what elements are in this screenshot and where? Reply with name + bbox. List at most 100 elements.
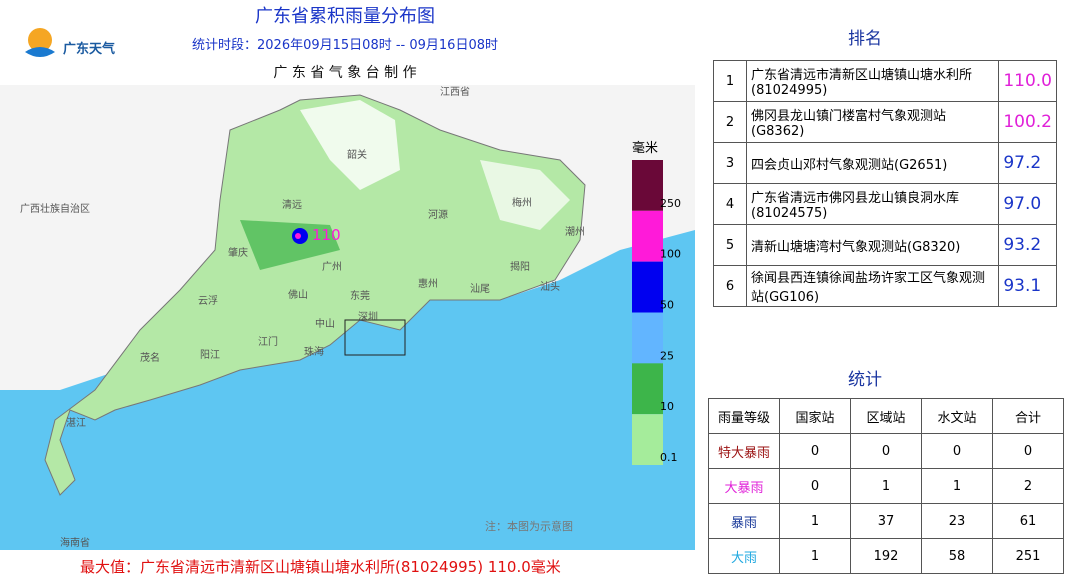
- count: 58: [921, 538, 993, 574]
- value: 97.2: [998, 142, 1057, 184]
- station: 佛冈县龙山镇门楼富村气象观测站(G8362): [745, 101, 1000, 143]
- legend-label: 250: [660, 197, 681, 210]
- station: 广东省清远市清新区山塘镇山塘水利所(81024995): [745, 60, 1000, 102]
- ocean: [0, 230, 695, 550]
- count: 2: [992, 468, 1064, 504]
- header-cell: 区域站: [850, 398, 922, 434]
- map-label: 广西壮族自治区: [20, 202, 90, 215]
- map-label: 梅州: [512, 196, 532, 209]
- ranking-row: 2 佛冈县龙山镇门楼富村气象观测站(G8362) 100.2: [713, 101, 1057, 143]
- map-label: 江西省: [440, 85, 470, 98]
- ranking-row: 3 四会贞山邓村气象观测站(G2651) 97.2: [713, 142, 1057, 184]
- legend-band: [632, 210, 663, 262]
- legend-label: 0.1: [660, 451, 678, 464]
- dry-area: [480, 160, 570, 230]
- stats-header: 雨量等级 国家站 区域站 水文站 合计: [708, 398, 1064, 434]
- level: 特大暴雨: [708, 433, 780, 469]
- count: 1: [779, 538, 851, 574]
- map-label: 汕尾: [470, 283, 490, 295]
- map-label: 中山: [315, 317, 335, 330]
- map-label: 惠州: [418, 277, 438, 290]
- station: 清新山塘塘湾村气象观测站(G8320): [745, 224, 1000, 266]
- level: 大暴雨: [708, 468, 780, 504]
- stats-row: 暴雨 1 37 23 61: [708, 503, 1064, 539]
- legend: 毫米 250 100 50 25 10 0.1: [632, 140, 681, 465]
- station: 四会贞山邓村气象观测站(G2651): [745, 142, 1000, 184]
- count: 37: [850, 503, 922, 539]
- ranking-row: 1 广东省清远市清新区山塘镇山塘水利所(81024995) 110.0: [713, 60, 1057, 102]
- station: 广东省清远市佛冈县龙山镇良洞水库(81024575): [745, 183, 1000, 225]
- title: 广东省累积雨量分布图: [255, 6, 435, 27]
- hk-box: [344, 319, 406, 356]
- rank: 3: [713, 142, 747, 184]
- stats-title: 统计: [848, 370, 882, 390]
- legend-label: 100: [660, 248, 681, 261]
- count: 0: [921, 433, 993, 469]
- rank: 6: [713, 265, 747, 307]
- map-label: 江门: [258, 335, 278, 348]
- legend-band: [632, 414, 663, 465]
- map-label: 广州: [322, 261, 342, 273]
- rain-core: [295, 233, 301, 239]
- period: 统计时段：2026年09月15日08时 -- 09月16日08时: [192, 38, 498, 53]
- level: 暴雨: [708, 503, 780, 539]
- legend-unit: 毫米: [632, 140, 658, 156]
- map-label: 湛江: [66, 417, 86, 429]
- map-label: 海南省: [60, 536, 90, 549]
- legend-label: 10: [660, 400, 674, 413]
- ranking-row: 5 清新山塘塘湾村气象观测站(G8320) 93.2: [713, 224, 1057, 266]
- value: 93.1: [998, 265, 1057, 307]
- map-label: 东莞: [350, 289, 370, 302]
- count: 1: [850, 468, 922, 504]
- legend-band: [632, 312, 663, 364]
- header-cell: 国家站: [779, 398, 851, 434]
- map-label: 河源: [428, 208, 448, 221]
- logo-cloud: [25, 47, 55, 57]
- guangdong: [44, 94, 586, 496]
- count: 0: [992, 433, 1064, 469]
- count: 23: [921, 503, 993, 539]
- header-cell: 合计: [992, 398, 1064, 434]
- count: 0: [779, 433, 851, 469]
- count: 192: [850, 538, 922, 574]
- count: 0: [779, 468, 851, 504]
- map-panel: 广东天气 广东省累积雨量分布图 统计时段：2026年09月15日08时 -- 0…: [0, 6, 695, 576]
- map-label: 云浮: [198, 295, 218, 307]
- map-label: 韶关: [347, 148, 367, 161]
- dry-area: [300, 100, 400, 190]
- note: 注：本图为示意图: [485, 519, 573, 533]
- stats-row: 大雨 1 192 58 251: [708, 538, 1064, 574]
- value: 110.0: [998, 60, 1057, 102]
- map-label: 深圳: [358, 311, 378, 323]
- map-label: 珠海: [304, 345, 324, 358]
- logo-text: 广东天气: [63, 41, 115, 57]
- level: 大雨: [708, 538, 780, 574]
- header-cell: 水文站: [921, 398, 993, 434]
- rain-area: [240, 220, 340, 270]
- value: 100.2: [998, 101, 1057, 143]
- legend-label: 50: [660, 299, 674, 312]
- map-label: 汕头: [540, 281, 560, 293]
- stats-row: 特大暴雨 0 0 0 0: [708, 433, 1064, 469]
- map-label: 揭阳: [510, 260, 530, 273]
- map-label: 阳江: [200, 349, 220, 361]
- ranking-row: 4 广东省清远市佛冈县龙山镇良洞水库(81024575) 97.0: [713, 183, 1057, 225]
- agency: 广 东 省 气 象 台 制 作: [273, 65, 416, 81]
- legend-band: [632, 160, 663, 211]
- map-label: 佛山: [288, 288, 308, 301]
- rank: 5: [713, 224, 747, 266]
- legend-band: [632, 363, 663, 415]
- map-label: 肇庆: [228, 246, 248, 259]
- map-label: 潮州: [565, 225, 585, 238]
- ranking-row: 6 徐闻县西连镇徐闻盐场许家工区气象观测站(GG106) 93.1: [713, 265, 1057, 307]
- map-label: 清远: [282, 198, 302, 211]
- count: 251: [992, 538, 1064, 574]
- ranking-title: 排名: [848, 29, 882, 49]
- legend-band: [632, 261, 663, 313]
- max-label: 110: [312, 226, 341, 244]
- station: 徐闻县西连镇徐闻盐场许家工区气象观测站(GG106): [745, 265, 1000, 307]
- count: 61: [992, 503, 1064, 539]
- footer: 最大值：广东省清远市清新区山塘镇山塘水利所(81024995) 110.0毫米: [80, 558, 561, 576]
